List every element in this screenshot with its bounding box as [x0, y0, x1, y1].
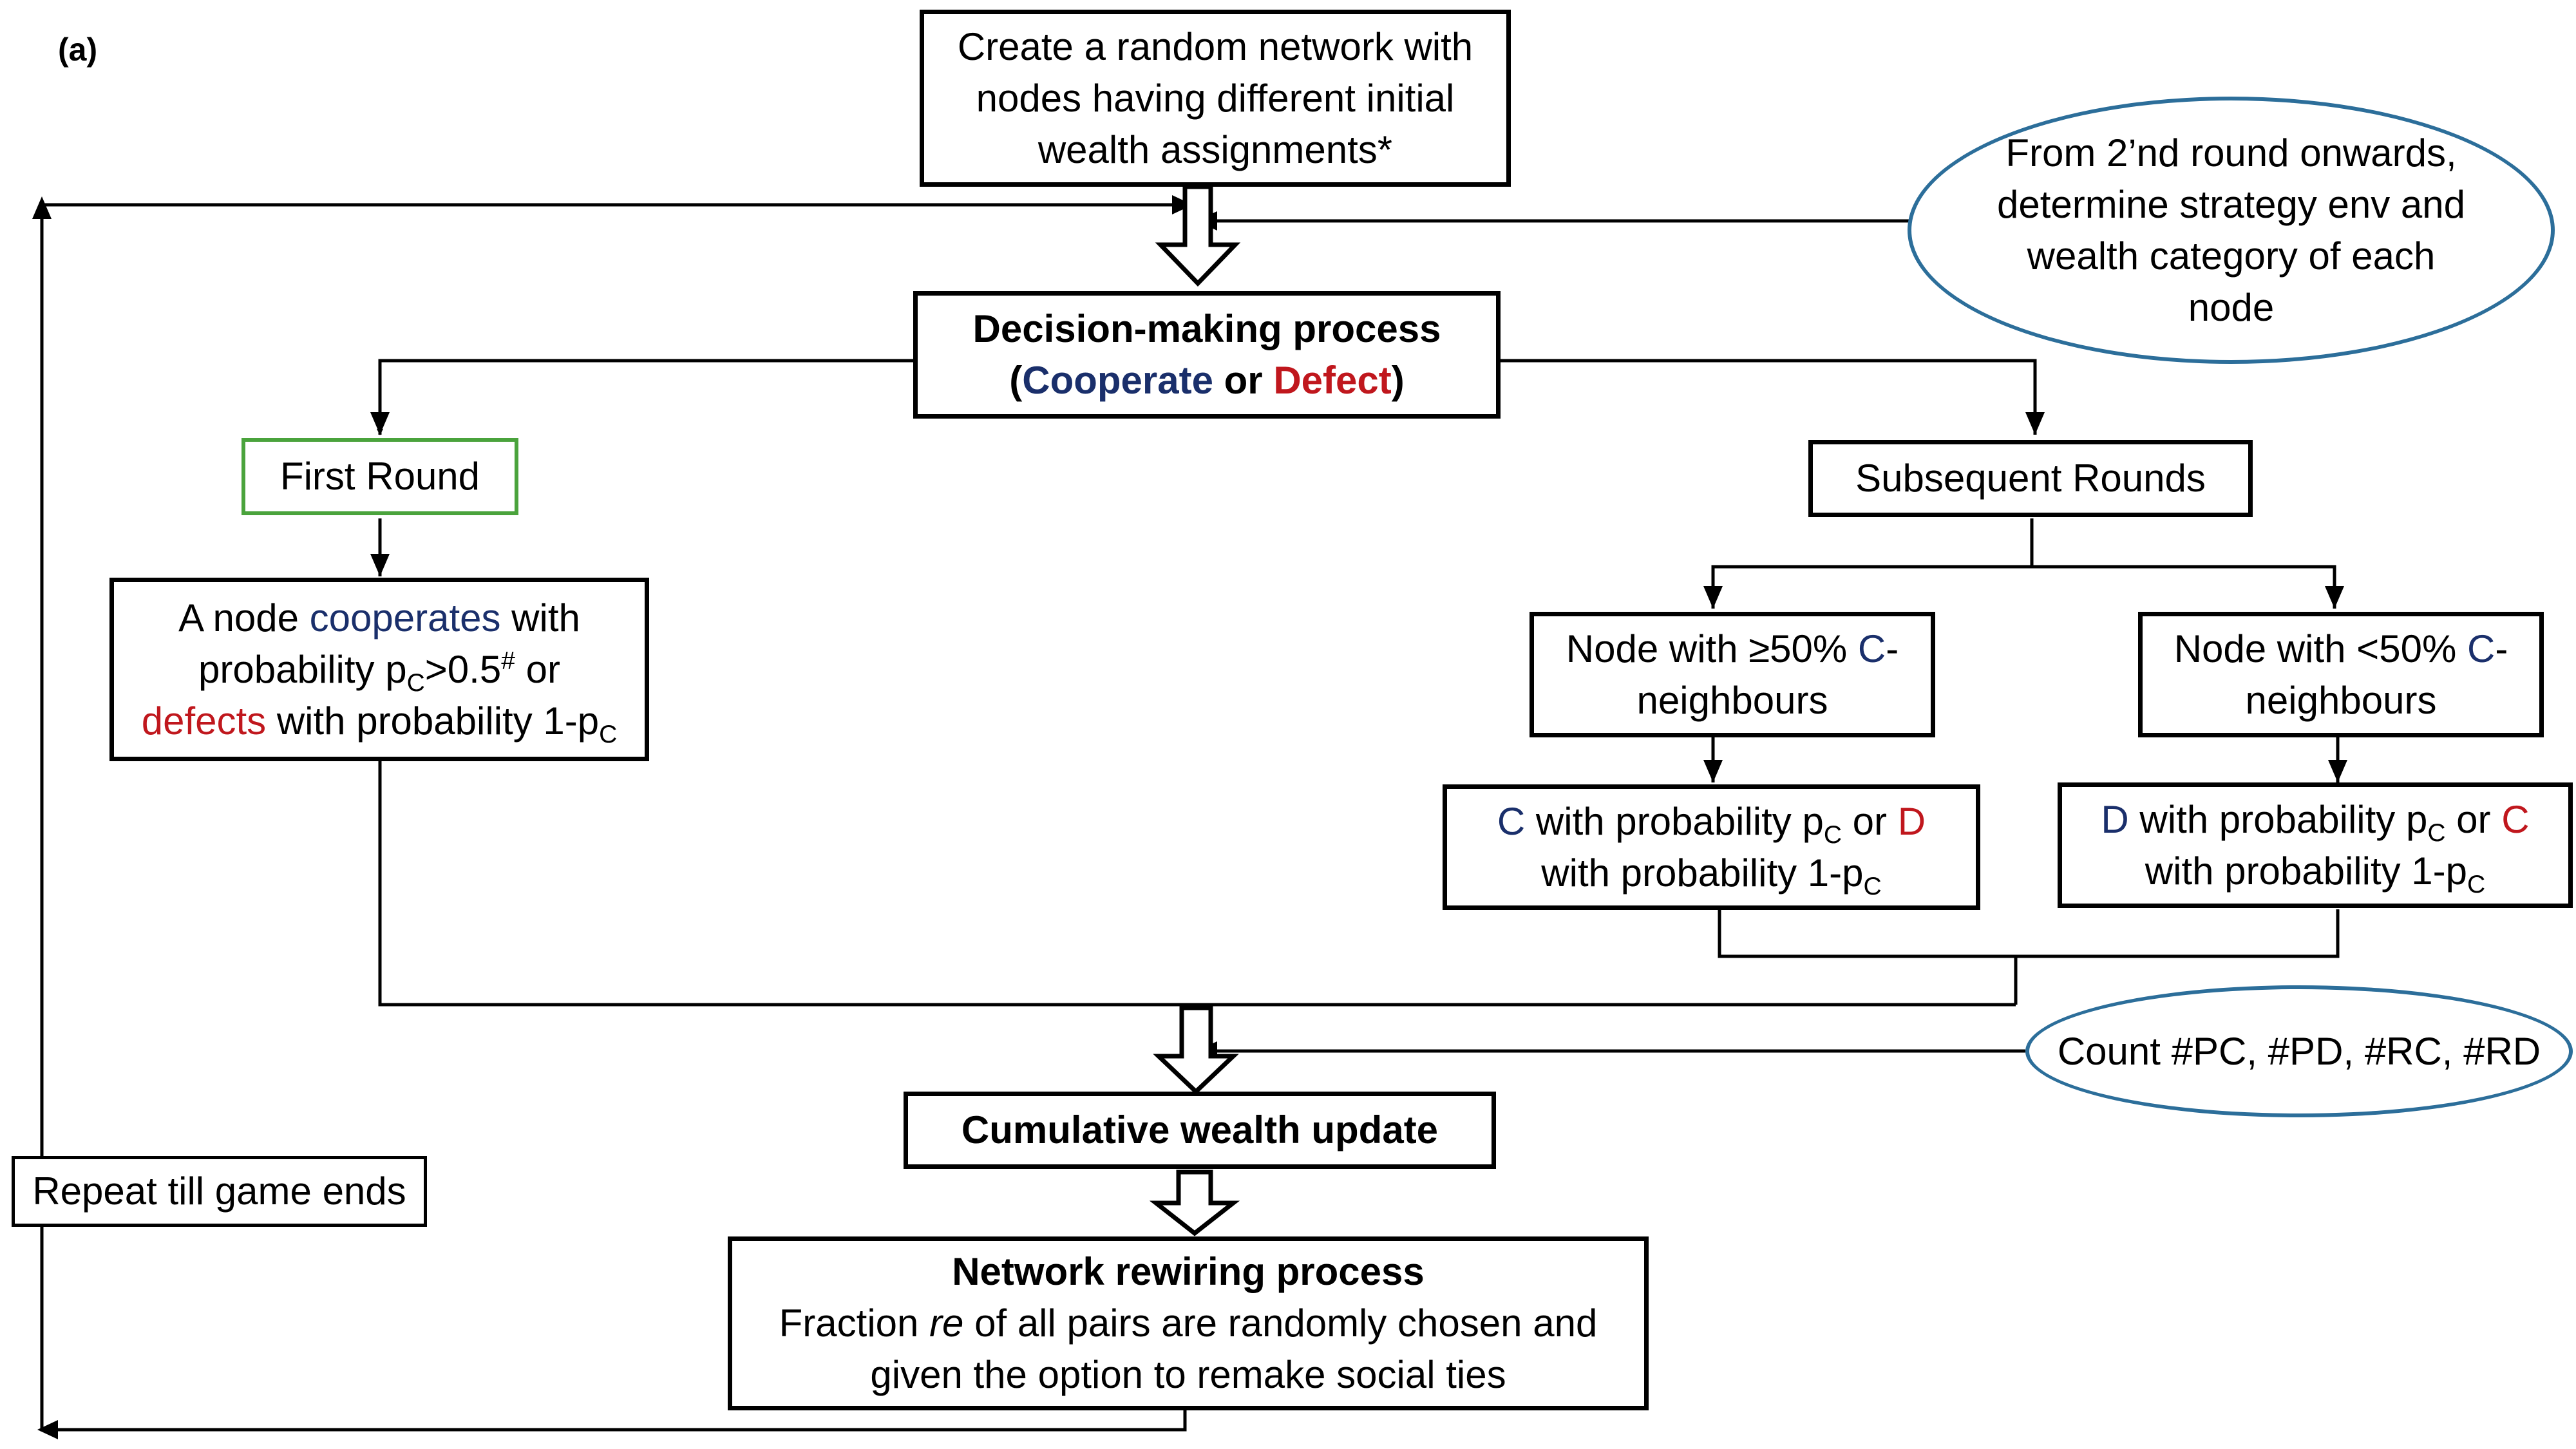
rewire-title: Network rewiring process — [952, 1250, 1425, 1293]
block-arrow-to-decision — [1155, 184, 1241, 287]
decision-cooperate: Cooperate — [1022, 359, 1213, 402]
create-network-line-3: wealth assignments* — [1037, 128, 1393, 171]
decision-defect: Defect — [1273, 359, 1392, 402]
lt50-line-2: neighbours — [2245, 678, 2437, 722]
ge50-rule-line-2: with probability 1-pC — [1541, 851, 1882, 900]
block-arrow-to-rewire — [1149, 1170, 1240, 1236]
connector-decision-subsequent — [1501, 359, 2037, 435]
round2-line-1: From 2’nd round onwards, — [2005, 131, 2457, 175]
box-lt50-rule: D with probability pC or C with probabil… — [2058, 782, 2573, 908]
wealth-update-label: Cumulative wealth update — [961, 1108, 1439, 1151]
ellipse-count: Count #PC, #PD, #RC, #RD — [2025, 985, 2573, 1117]
rewire-line-2: Fraction re of all pairs are randomly ch… — [779, 1302, 1598, 1345]
box-ge50-rule: C with probability pC or D with probabil… — [1443, 784, 1980, 910]
box-lt50-c-neighbours: Node with <50% C- neighbours — [2138, 612, 2544, 737]
count-label: Count #PC, #PD, #RC, #RD — [2057, 1029, 2541, 1073]
ge50-line-2: neighbours — [1636, 678, 1828, 722]
panel-label: (a) — [58, 32, 98, 68]
box-subsequent-rounds: Subsequent Rounds — [1808, 440, 2253, 517]
decision-options: (Cooperate or Defect) — [1009, 359, 1405, 402]
round2-line-2: determine strategy env and — [1996, 182, 2466, 226]
first-rule-line-1: A node cooperates with — [178, 596, 580, 639]
lt50-line-1: Node with <50% C- — [2174, 627, 2508, 670]
box-repeat-till-game-ends: Repeat till game ends — [12, 1156, 427, 1227]
first-round-label: First Round — [279, 455, 480, 498]
first-rule-defects: defects — [141, 699, 267, 743]
ellipse-round2-strategy: From 2’nd round onwards, determine strat… — [1908, 97, 2555, 364]
ge50-line-1: Node with ≥50% C- — [1566, 627, 1899, 670]
create-network-line-1: Create a random network with — [957, 24, 1473, 68]
round2-line-4: node — [2188, 285, 2275, 329]
first-rule-line-2: probability pC>0.5# or — [198, 647, 560, 697]
lt50-rule-line-1: D with probability pC or C — [2101, 797, 2530, 847]
block-arrow-to-wealth — [1153, 1005, 1239, 1095]
subsequent-rounds-label: Subsequent Rounds — [1855, 457, 2206, 500]
box-first-round-rule: A node cooperates with probability pC>0.… — [109, 578, 649, 761]
decision-title: Decision-making process — [972, 307, 1441, 350]
connector-subsequent-split — [1711, 518, 2034, 609]
box-wealth-update: Cumulative wealth update — [904, 1092, 1496, 1169]
create-network-line-2: nodes having different initial — [976, 76, 1455, 120]
box-network-rewiring: Network rewiring process Fraction re of … — [728, 1236, 1649, 1410]
connector-split-lt50 — [2032, 565, 2336, 609]
first-rule-line-3: defects with probability 1-pC — [141, 699, 618, 748]
lt50-rule-line-2: with probability 1-pC — [2145, 849, 2486, 898]
connector-left-rule-down — [378, 760, 2016, 1007]
first-rule-cooperates: cooperates — [309, 596, 501, 639]
repeat-label: Repeat till game ends — [32, 1170, 406, 1213]
connector-decision-first-round — [377, 359, 913, 435]
connector-right-rules-join — [1718, 909, 2340, 958]
box-first-round: First Round — [242, 438, 518, 515]
box-decision-process: Decision-making process (Cooperate or De… — [913, 291, 1501, 419]
round2-line-3: wealth category of each — [2027, 234, 2436, 278]
ge50-rule-line-1: C with probability pC or D — [1497, 799, 1926, 849]
box-ge50-c-neighbours: Node with ≥50% C- neighbours — [1530, 612, 1935, 737]
rewire-line-3: given the option to remake social ties — [870, 1353, 1506, 1396]
box-create-network: Create a random network with nodes havin… — [920, 10, 1511, 187]
